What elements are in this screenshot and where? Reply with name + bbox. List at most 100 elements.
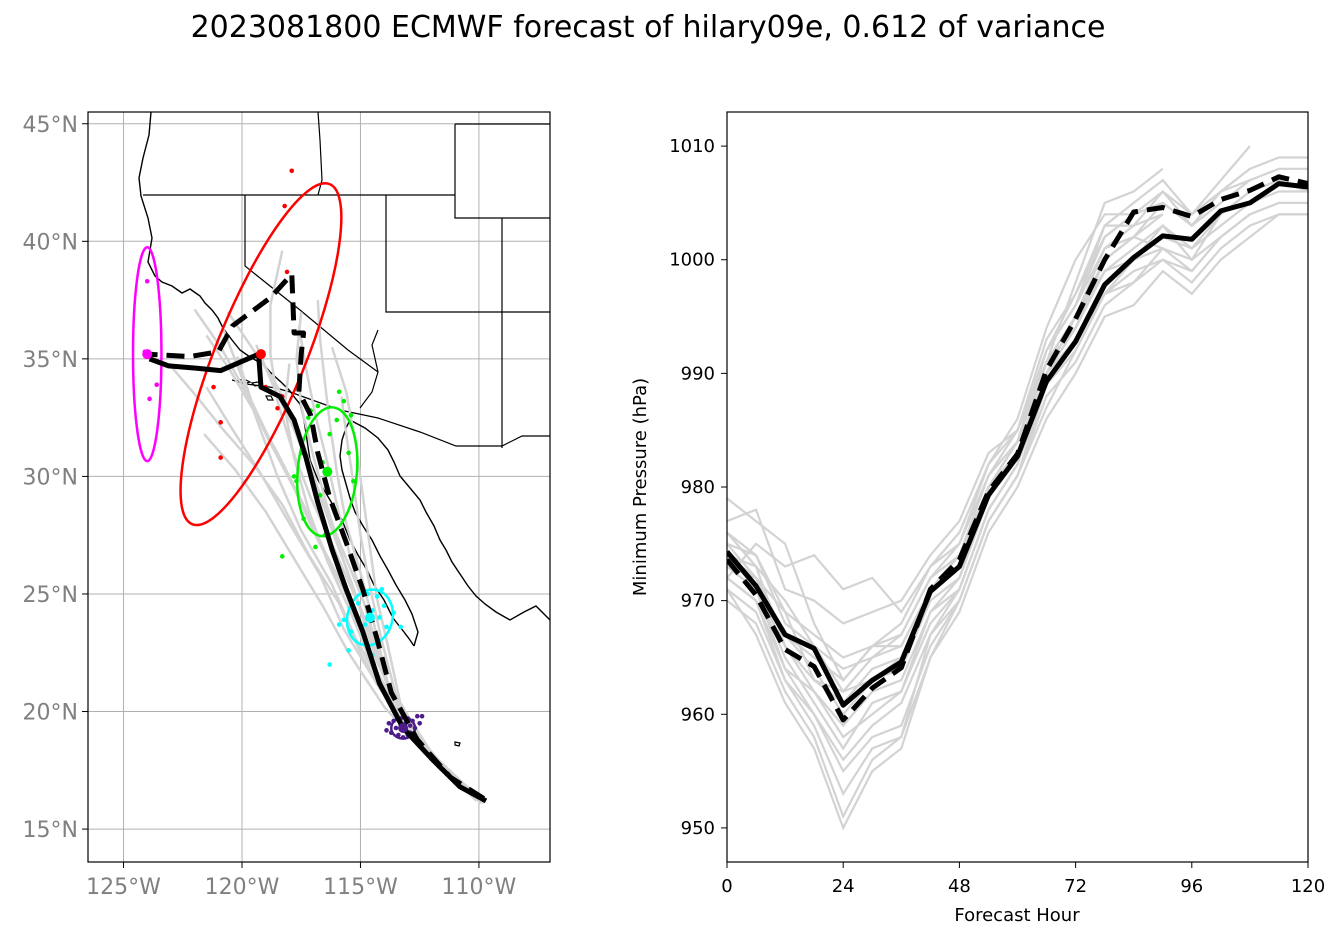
member-position-dot	[415, 713, 420, 719]
member-position-dot	[327, 431, 332, 437]
hres-pressure-line	[727, 174, 1308, 723]
ensemble-pressure-line	[727, 190, 1251, 751]
pressure-lines	[727, 145, 1308, 831]
member-position-dot	[284, 269, 290, 275]
map-ytick-label: 30°N	[23, 465, 78, 490]
border-wy-co	[454, 123, 550, 219]
map-ytick-label: 40°N	[23, 230, 78, 255]
ensemble-pressure-line	[727, 213, 1308, 831]
member-position-dot	[218, 420, 223, 425]
member-position-dot	[306, 415, 311, 420]
y-tick-label: 1010	[669, 136, 715, 157]
member-position-dot	[381, 603, 387, 609]
y-tick-label: 970	[681, 591, 715, 612]
member-position-dot	[282, 203, 287, 209]
island-4	[454, 741, 461, 747]
colorado-river	[359, 329, 379, 409]
member-position-dot	[346, 648, 351, 653]
member-position-dot	[315, 403, 321, 409]
coastline-gulf-west	[339, 419, 419, 647]
mean-position-marker	[364, 612, 375, 623]
y-tick-label: 990	[681, 363, 715, 384]
x-tick-label: 96	[1180, 876, 1203, 897]
mean-position-marker	[142, 349, 153, 360]
member-position-dot	[417, 720, 422, 726]
member-position-dot	[275, 405, 280, 411]
island-3	[265, 395, 274, 401]
member-position-dot	[218, 455, 223, 460]
map-background	[88, 112, 550, 862]
member-position-dot	[407, 723, 413, 728]
mean-position-marker	[398, 722, 409, 733]
member-position-dot	[348, 412, 354, 418]
y-axis-label: Minimum Pressure (hPa)	[630, 378, 651, 596]
map-tracks	[131, 168, 488, 805]
member-position-dot	[384, 728, 389, 733]
member-position-dot	[336, 389, 342, 395]
map-frame	[87, 111, 551, 863]
border-ca-nv	[244, 195, 379, 373]
x-tick-label: 0	[721, 876, 732, 897]
ensemble-pressure-line	[727, 213, 1164, 728]
member-position-dot	[334, 417, 340, 423]
x-axis-label: Forecast Hour	[954, 905, 1080, 926]
member-position-dot	[289, 168, 295, 174]
member-position-dot	[317, 492, 323, 498]
map-xtick-label: 125°W	[86, 875, 161, 900]
map-tick-labels: 125°W 120°W 115°W 110°W 15°N 20°N 25°N 30°N 35°N…	[23, 113, 517, 900]
member-position-dot	[154, 382, 160, 388]
member-position-dot	[144, 278, 150, 284]
uncertainty-ellipse	[296, 406, 359, 538]
member-position-dot	[336, 622, 342, 627]
map-ytick-label: 15°N	[23, 818, 78, 843]
y-tick-label: 950	[681, 818, 715, 839]
member-position-dot	[393, 725, 399, 731]
member-position-dot	[341, 617, 347, 623]
hres-track	[147, 271, 486, 801]
timeseries-ticks: 0 24 48 72 96 120 950 960 970 980 990 1000 1010	[669, 136, 1325, 897]
map-xtick-label: 115°W	[323, 875, 398, 900]
map-xtick-label: 120°W	[205, 875, 280, 900]
uncertainty-ellipse	[179, 182, 343, 527]
member-position-dot	[386, 720, 392, 726]
uncertainty-ellipse	[345, 588, 395, 647]
uncertainty-ellipse	[131, 245, 163, 463]
mean-position-marker	[322, 466, 333, 477]
member-position-dot	[362, 622, 368, 627]
member-position-dot	[351, 478, 356, 484]
ensemble-pressure-line	[727, 201, 1280, 762]
map-ytick-label: 35°N	[23, 348, 78, 373]
member-position-dot	[291, 474, 297, 479]
border-nv-az	[317, 112, 323, 196]
ensemble-mean-track	[148, 351, 488, 804]
member-position-dot	[374, 594, 380, 599]
member-position-dot	[327, 662, 332, 667]
y-tick-label: 960	[681, 704, 715, 725]
member-position-dot	[398, 624, 404, 630]
track-map-panel: 125°W 120°W 115°W 110°W 15°N 20°N 25°N 30°N 35°N…	[23, 111, 551, 900]
member-position-dot	[355, 601, 361, 606]
border-ut	[385, 195, 550, 313]
ensemble-track	[205, 386, 473, 793]
border-us-mx	[289, 391, 550, 447]
member-position-dot	[377, 615, 382, 620]
mean-position-marker	[255, 349, 266, 360]
member-position-dot	[279, 554, 285, 559]
map-ytick-label: 20°N	[23, 701, 78, 726]
member-position-dot	[211, 384, 216, 390]
map-ytick-label: 25°N	[23, 583, 78, 608]
member-position-dot	[419, 713, 425, 719]
y-tick-label: 980	[681, 477, 715, 498]
x-tick-label: 48	[948, 876, 971, 897]
y-tick-label: 1000	[669, 250, 715, 271]
member-position-dot	[147, 396, 152, 402]
member-position-dot	[313, 544, 318, 550]
x-tick-label: 120	[1291, 876, 1325, 897]
member-position-dot	[384, 624, 389, 630]
member-position-dot	[346, 450, 351, 456]
pressure-timeseries-panel: 0 24 48 72 96 120 950 960 970 980 990 1000 1010 Fore…	[630, 111, 1325, 926]
map-xtick-label: 110°W	[442, 875, 517, 900]
x-tick-label: 24	[832, 876, 855, 897]
